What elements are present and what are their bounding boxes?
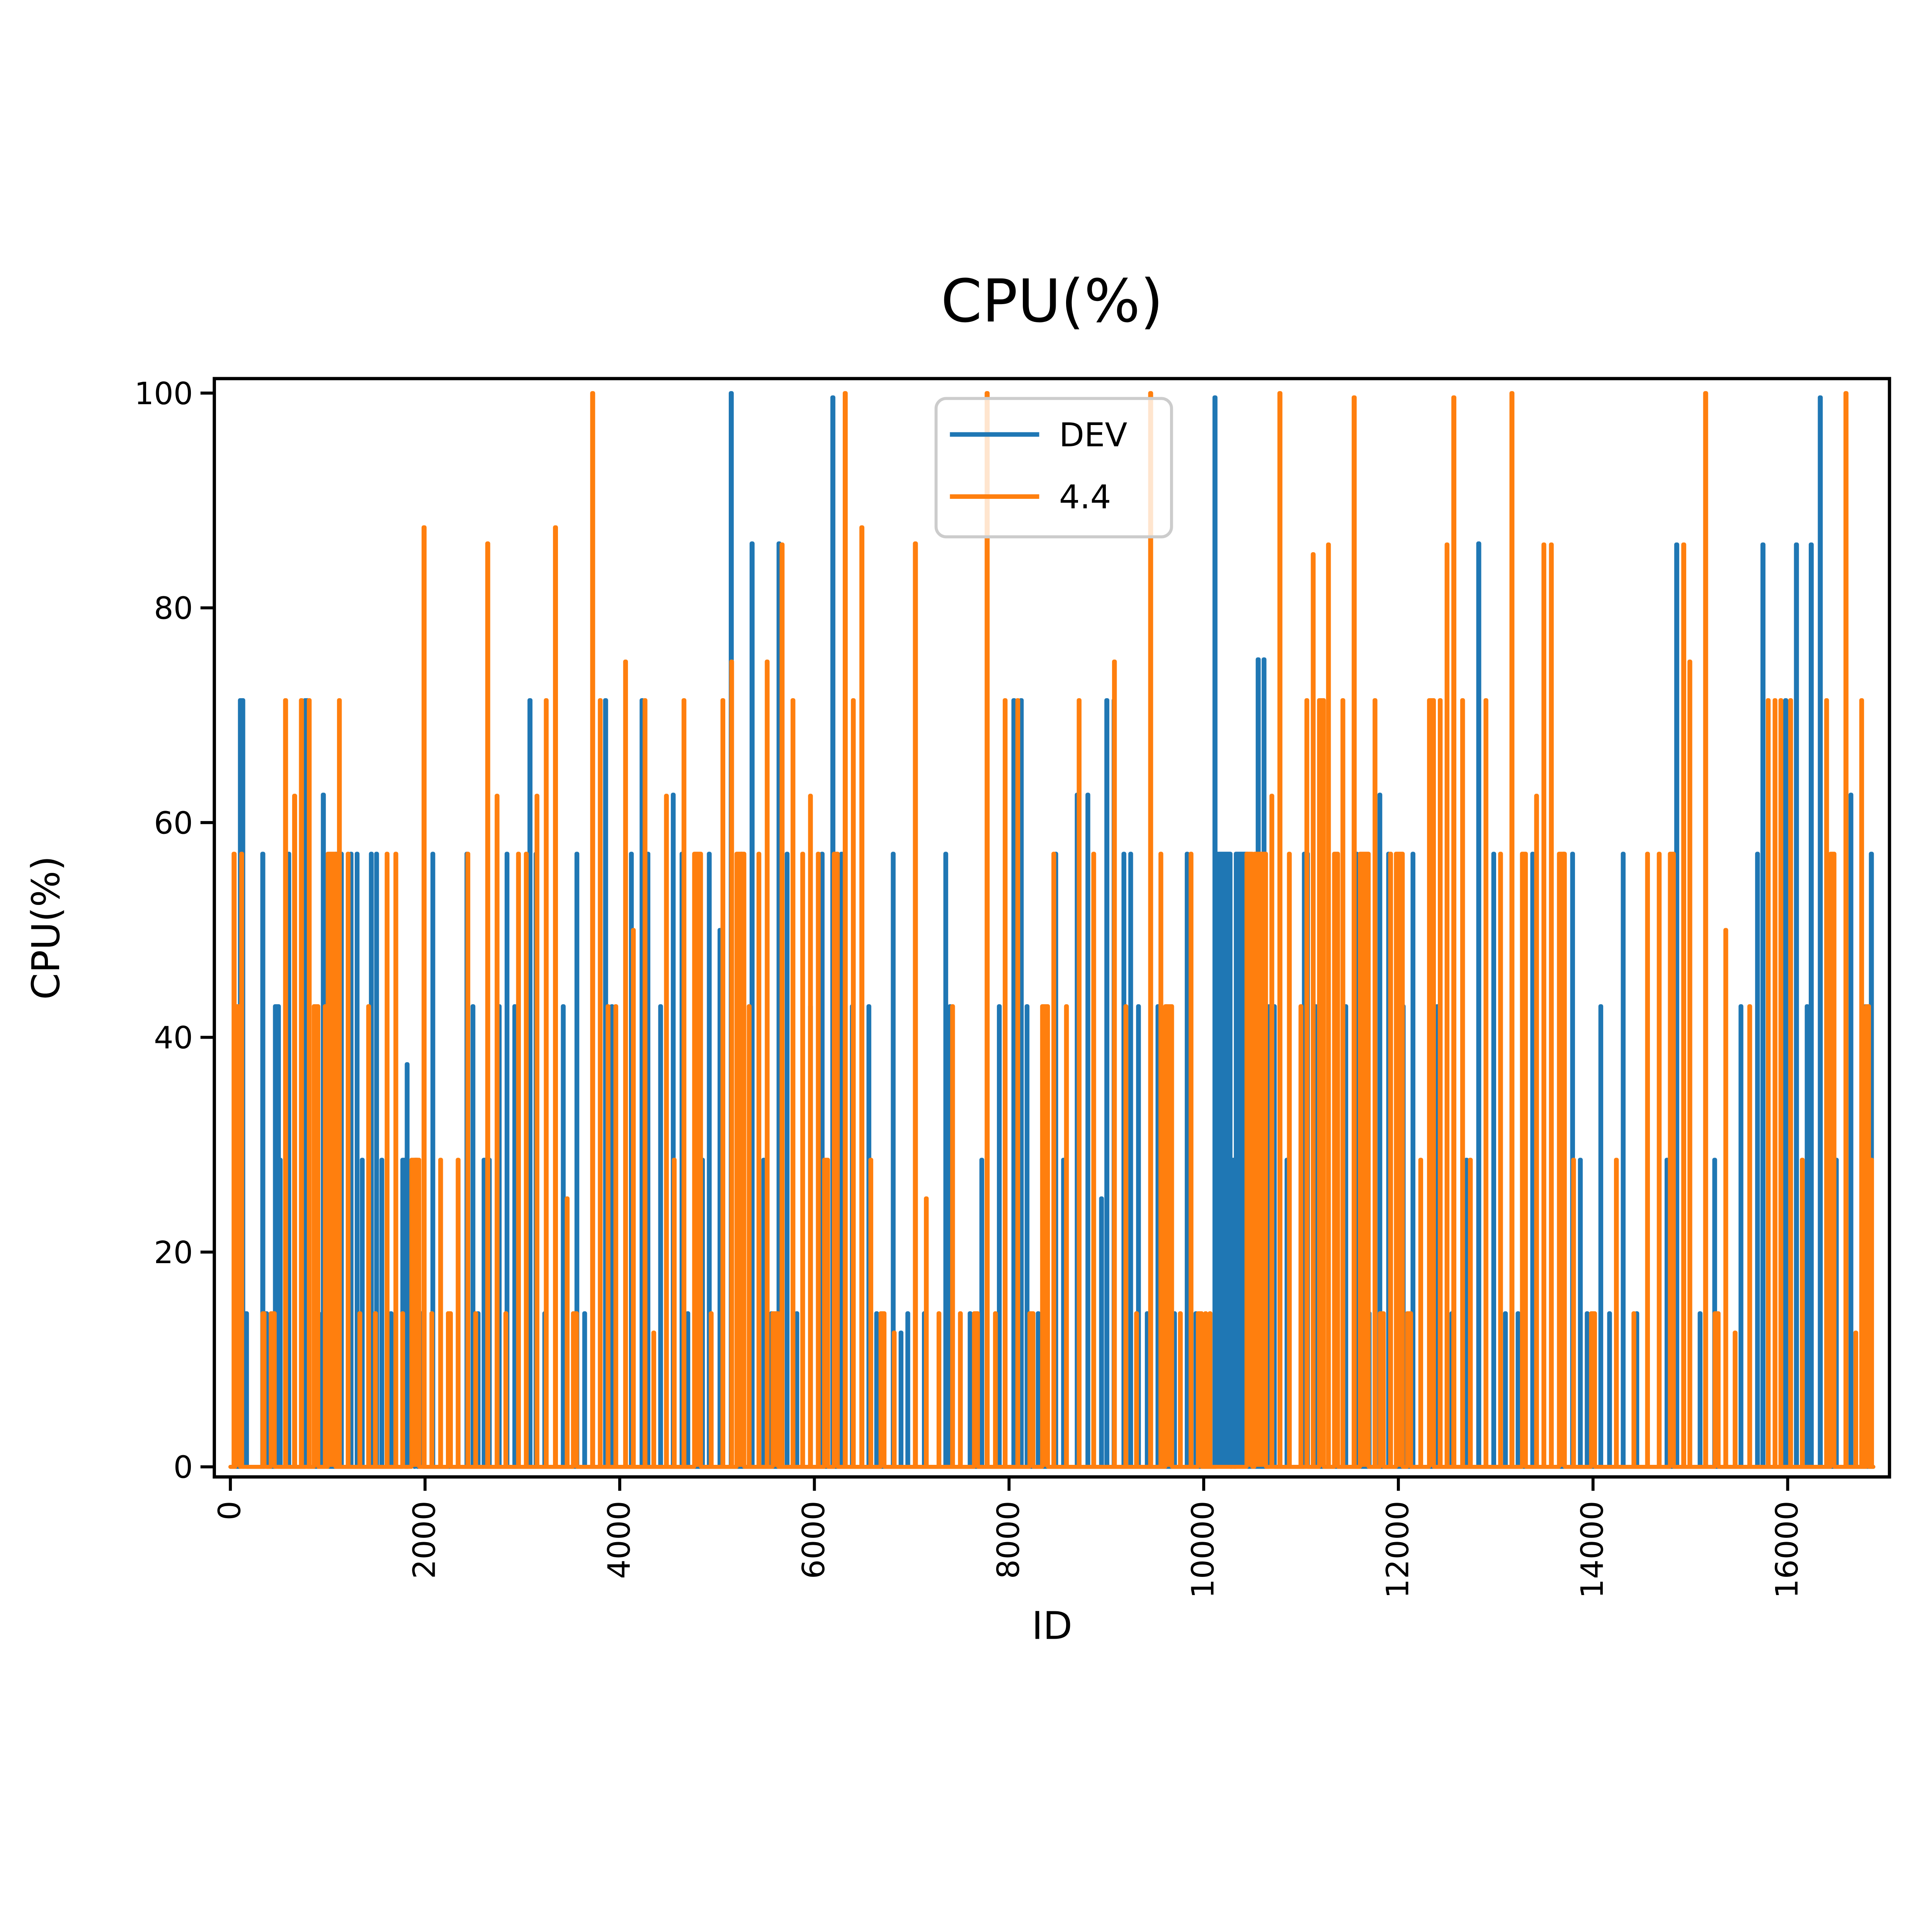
x-tick-label: 4000 — [601, 1501, 637, 1579]
series-layer — [228, 391, 1876, 1469]
x-tick-label: 12000 — [1379, 1501, 1415, 1599]
y-tick-label: 100 — [134, 376, 193, 412]
y-axis-label: CPU(%) — [24, 856, 68, 1000]
x-axis-label: ID — [1032, 1604, 1072, 1648]
plot-border — [213, 377, 1891, 1479]
x-tick-label: 6000 — [796, 1501, 832, 1579]
y-tick-label: 60 — [154, 805, 193, 841]
chart-canvas: DEV 4.4 0 2000 4000 6000 8000 10000 12000 14000… — [24, 267, 1891, 1648]
legend-entry-44-label: 4.4 — [1059, 478, 1111, 516]
x-tick-label: 0 — [212, 1501, 248, 1520]
x-tick-label: 10000 — [1185, 1501, 1221, 1599]
legend-samples — [950, 432, 1039, 499]
x-tick-label: 16000 — [1769, 1501, 1805, 1599]
chart-title: CPU(%) — [941, 267, 1163, 336]
y-tick-label: 40 — [154, 1020, 193, 1056]
x-tick-label: 8000 — [990, 1501, 1026, 1579]
series-line-44 — [228, 391, 1876, 1469]
axes-layer: 0 2000 4000 6000 8000 10000 12000 14000 16000 0 20… — [134, 376, 1891, 1599]
legend-frame — [934, 397, 1173, 539]
figure: DEV 4.4 0 2000 4000 6000 8000 10000 12000 14000… — [0, 242, 1932, 1690]
y-tick-label: 0 — [173, 1449, 193, 1485]
legend-entry-dev-label: DEV — [1059, 416, 1128, 454]
x-tick-label: 14000 — [1574, 1501, 1610, 1599]
y-tick-label: 80 — [154, 590, 193, 626]
y-tick-label: 20 — [154, 1235, 193, 1270]
legend-box: DEV 4.4 — [934, 397, 1173, 539]
x-tick-label: 2000 — [406, 1501, 442, 1579]
